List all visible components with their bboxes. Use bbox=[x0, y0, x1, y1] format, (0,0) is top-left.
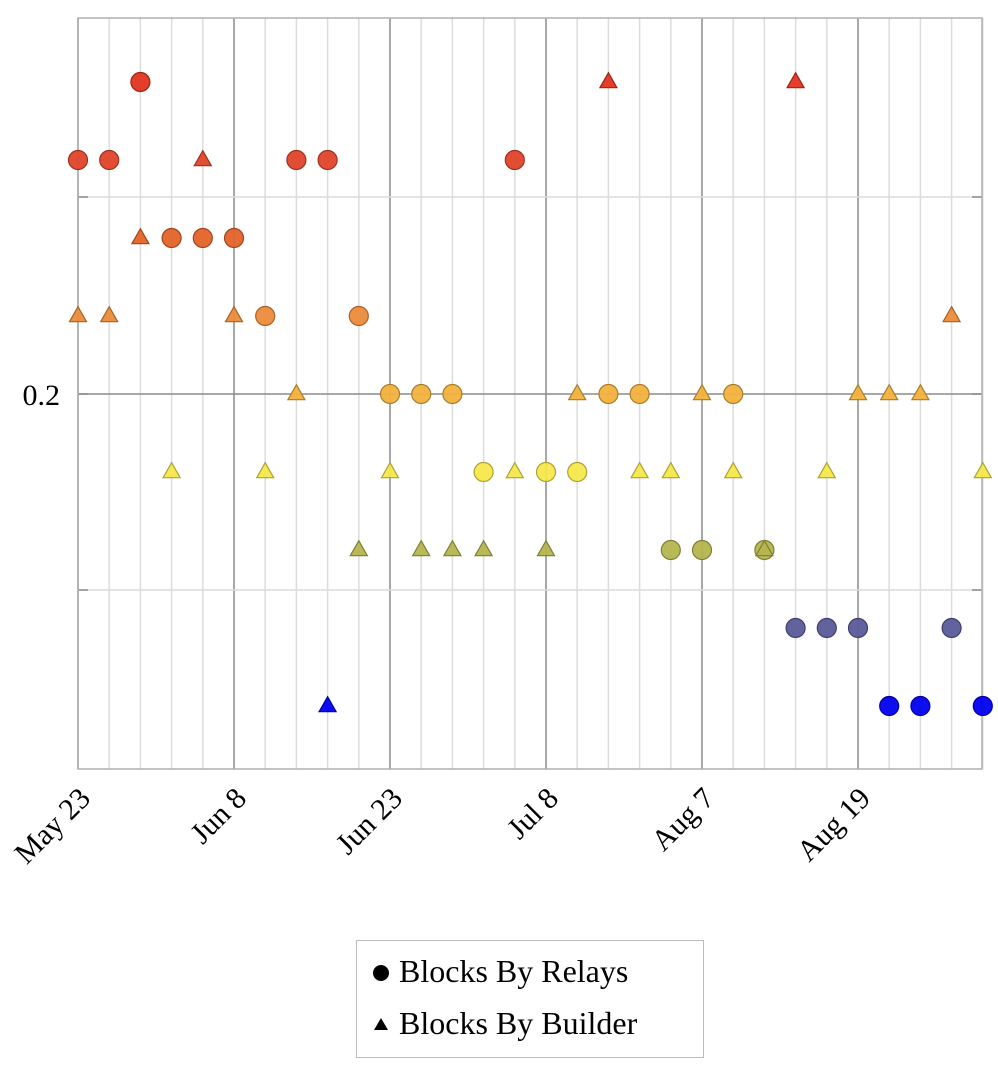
builder-point bbox=[723, 461, 743, 479]
relay-point bbox=[379, 383, 401, 405]
relay-point bbox=[161, 227, 182, 249]
x-tick-label: Aug 19 bbox=[791, 782, 877, 868]
relay-point bbox=[691, 539, 713, 561]
builder-point bbox=[442, 539, 462, 557]
builder-point bbox=[942, 305, 962, 323]
scatter-chart: 0.2 May 23 Jun 8 Jun 23 Jul 8 Aug 7 Aug 19 bbox=[8, 17, 993, 871]
grid-lines bbox=[77, 18, 984, 769]
x-tick-label: Jul 8 bbox=[501, 782, 565, 846]
relay-point bbox=[567, 461, 588, 483]
legend-item-relays: Blocks By Relays bbox=[367, 953, 628, 990]
builder-point bbox=[162, 461, 182, 479]
relay-point bbox=[99, 149, 120, 171]
relay-point bbox=[67, 149, 89, 171]
legend-label-builder: Blocks By Builder bbox=[399, 1005, 638, 1041]
builder-point bbox=[286, 383, 306, 401]
builder-point bbox=[193, 149, 213, 167]
builder-point bbox=[817, 461, 837, 479]
relay-point bbox=[442, 383, 463, 405]
relay-point bbox=[411, 383, 432, 405]
relay-point bbox=[816, 617, 837, 639]
x-tick-labels: May 23 Jun 8 Jun 23 Jul 8 Aug 7 Aug 19 bbox=[8, 782, 877, 871]
relay-point bbox=[723, 383, 744, 405]
y-tick-label: 0.2 bbox=[23, 379, 61, 412]
builder-point bbox=[910, 383, 930, 401]
x-tick-label: May 23 bbox=[8, 782, 97, 871]
circle-marker-icon bbox=[373, 964, 389, 981]
relay-point bbox=[255, 305, 276, 327]
relay-point bbox=[847, 617, 869, 639]
data-marks bbox=[67, 71, 993, 717]
builder-point bbox=[99, 305, 119, 323]
relay-point bbox=[286, 149, 307, 171]
relay-point bbox=[629, 383, 650, 405]
relay-point bbox=[348, 305, 369, 327]
relay-point bbox=[473, 461, 494, 483]
builder-point bbox=[754, 539, 774, 557]
builder-point bbox=[349, 539, 369, 557]
builder-point bbox=[567, 383, 587, 401]
builder-point bbox=[474, 539, 494, 557]
x-tick-label: Aug 7 bbox=[645, 782, 721, 858]
relay-point bbox=[941, 617, 962, 639]
x-tick-label: Jun 8 bbox=[184, 782, 253, 851]
builder-point bbox=[224, 305, 244, 323]
relay-point bbox=[317, 149, 338, 171]
triangle-marker-icon bbox=[374, 1017, 388, 1030]
legend: Blocks By Relays Blocks By Builder bbox=[356, 940, 704, 1058]
builder-point bbox=[318, 695, 338, 713]
x-tick-label: Jun 23 bbox=[330, 782, 409, 861]
builder-point bbox=[879, 383, 899, 401]
builder-point bbox=[661, 461, 681, 479]
relay-point bbox=[130, 71, 151, 93]
relay-point bbox=[504, 149, 525, 171]
relay-point bbox=[972, 695, 993, 717]
builder-point bbox=[130, 227, 150, 245]
builder-point bbox=[536, 539, 556, 557]
relay-point bbox=[223, 227, 245, 249]
builder-point bbox=[598, 71, 618, 89]
relay-point bbox=[879, 695, 900, 717]
relay-point bbox=[785, 617, 806, 639]
builder-point bbox=[411, 539, 431, 557]
relay-point bbox=[910, 695, 931, 717]
builder-point bbox=[255, 461, 275, 479]
plot-frame bbox=[77, 17, 983, 770]
builder-point bbox=[692, 383, 712, 401]
legend-label-relays: Blocks By Relays bbox=[399, 953, 629, 989]
legend-item-builder: Blocks By Builder bbox=[367, 1005, 637, 1042]
builder-point bbox=[848, 383, 868, 401]
relay-point bbox=[535, 461, 557, 483]
relay-point bbox=[192, 227, 213, 249]
builder-point bbox=[630, 461, 650, 479]
builder-point bbox=[505, 461, 525, 479]
builder-point bbox=[973, 461, 993, 479]
builder-point bbox=[786, 71, 806, 89]
relay-point bbox=[660, 539, 681, 561]
relay-point bbox=[598, 383, 619, 405]
builder-point bbox=[380, 461, 400, 479]
builder-point bbox=[68, 305, 88, 323]
